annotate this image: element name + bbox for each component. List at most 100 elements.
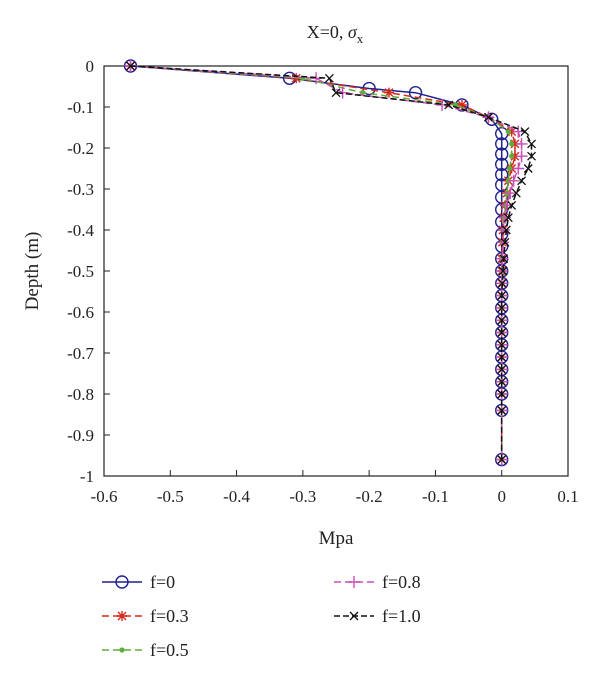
data-point: [497, 315, 507, 325]
series-layer: [123, 59, 537, 467]
y-tick-label: -1: [80, 467, 94, 486]
x-tick-label: 0: [497, 487, 506, 506]
legend-marker: [115, 575, 129, 589]
data-point: [527, 139, 537, 149]
y-tick-label: -0.6: [67, 303, 94, 322]
series-line: [130, 65, 523, 460]
y-tick-label: -0.8: [67, 385, 94, 404]
data-point: [509, 141, 515, 147]
data-point: [498, 266, 508, 276]
data-point: [359, 90, 366, 96]
data-point: [384, 87, 395, 98]
data-point: [497, 303, 507, 313]
data-point: [497, 455, 507, 465]
legend: f=0 f=0.3 f=0.5 f=0.8 f=1.0: [102, 572, 421, 660]
x-tick-label: -0.5: [157, 487, 184, 506]
x-tick-label: -0.4: [223, 487, 250, 506]
data-point: [509, 138, 520, 149]
y-tick-label: -0.9: [67, 426, 94, 445]
data-point: [497, 389, 507, 399]
data-point: [497, 291, 507, 301]
data-point: [483, 112, 493, 122]
data-point: [509, 153, 515, 159]
data-point: [495, 137, 509, 151]
y-tick-label: -0.1: [67, 98, 94, 117]
x-tick-label: -0.3: [289, 487, 316, 506]
chart-title-text: X=0, σx: [307, 22, 364, 46]
legend-marker: [349, 611, 359, 621]
legend-label: f=0.3: [150, 606, 189, 626]
data-point: [496, 252, 509, 265]
data-point: [515, 137, 528, 150]
x-axis-label: Mpa: [319, 528, 354, 549]
data-point: [506, 126, 517, 137]
x-tick-label: -0.1: [422, 487, 449, 506]
legend-item: f=0.8: [334, 572, 421, 592]
legend-marker: [119, 647, 125, 653]
y-tick-label: -0.4: [67, 221, 94, 240]
data-point: [497, 377, 507, 387]
data-point: [324, 73, 334, 83]
legend-label: f=0.8: [382, 572, 421, 592]
y-tick-label: 0: [86, 57, 95, 76]
data-point: [509, 151, 520, 162]
data-point: [515, 150, 528, 163]
data-point: [507, 165, 513, 172]
data-point: [444, 100, 454, 110]
data-point: [495, 157, 509, 172]
data-point: [495, 147, 509, 161]
series-line: [130, 65, 516, 460]
data-point: [511, 188, 521, 198]
y-tick-label: -0.5: [67, 262, 94, 281]
data-point: [503, 213, 513, 223]
series-line: [130, 65, 503, 460]
y-axis-label: Depth (m): [22, 232, 43, 311]
data-point: [499, 254, 509, 264]
y-axis: 0 -0.1 -0.2 -0.3 -0.4 -0.5 -0.6 -0.7 -0.8 -0.9 -1: [67, 57, 110, 486]
data-point: [517, 176, 527, 186]
series-line: [130, 65, 513, 460]
data-point: [331, 88, 341, 98]
series-f=0: [123, 59, 509, 467]
data-point: [505, 129, 511, 135]
series-line: [130, 65, 533, 460]
data-point: [507, 174, 520, 187]
data-point: [504, 187, 517, 200]
data-point: [501, 225, 511, 235]
legend-marker: [348, 576, 360, 588]
x-tick-label: 0.1: [557, 487, 578, 506]
series-f=0.3: [125, 61, 520, 465]
data-point: [512, 162, 525, 175]
legend-item: f=0: [102, 572, 175, 592]
svg-text:X=0, σx: X=0, σx: [307, 22, 364, 46]
x-tick-label: -0.2: [356, 487, 383, 506]
data-point: [497, 236, 510, 249]
y-tick-label: -0.3: [67, 180, 94, 199]
data-point: [497, 405, 507, 415]
legend-label: f=0: [150, 572, 175, 592]
legend-marker: [117, 611, 127, 621]
series-f=0.8: [124, 60, 528, 466]
data-point: [520, 127, 530, 137]
series-f=0.5: [127, 63, 515, 463]
series-f=1.0: [126, 61, 537, 465]
data-point: [495, 167, 509, 182]
x-axis: -0.6 -0.5 -0.4 -0.3 -0.2 -0.1 0 0.1: [91, 470, 579, 506]
data-point: [527, 151, 537, 161]
data-point: [497, 328, 507, 337]
data-point: [456, 99, 467, 110]
y-tick-label: -0.7: [67, 344, 94, 363]
data-point: [497, 224, 510, 236]
chart-title: X=0, σx: [307, 22, 364, 46]
x-tick-label: -0.6: [91, 487, 118, 506]
data-point: [408, 85, 423, 100]
legend-item: f=1.0: [334, 606, 421, 626]
data-point: [495, 265, 508, 277]
legend-label: f=1.0: [382, 606, 421, 626]
data-point: [523, 164, 533, 173]
data-point: [507, 200, 517, 210]
y-tick-label: -0.2: [67, 139, 94, 158]
data-point: [497, 352, 507, 362]
data-point: [512, 125, 525, 138]
